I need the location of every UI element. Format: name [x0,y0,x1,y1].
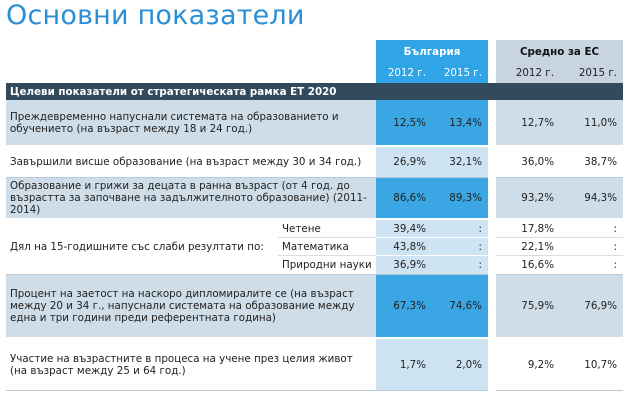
value-bg-2015: 32,1% [432,147,488,178]
value-eu-2012: 36,0% [496,147,560,178]
value-eu-2012: 9,2% [496,339,560,391]
table-row: Завършили висше образование (на възраст … [6,147,624,178]
subrow-label: Математика [278,238,376,256]
table-row: Процент на заетост на наскоро дипломирал… [6,275,624,339]
value-eu-2015: : [560,220,624,238]
page-title: Основни показатели [6,0,305,31]
value-bg-2012: 12,5% [376,100,432,147]
value-bg-2012: 39,4% [376,220,432,238]
header-row-years: 2012 г. 2015 г. 2012 г. 2015 г. [6,63,624,83]
value-eu-2015: 76,9% [560,275,624,339]
header-row-countries: България Средно за ЕС [6,40,624,63]
value-bg-2012: 26,9% [376,147,432,178]
value-eu-2015: 10,7% [560,339,624,391]
value-bg-2012: 86,6% [376,178,432,220]
table-row: Дял на 15-годишните със слаби резултати … [6,220,624,275]
value-eu-2015: : [560,238,624,256]
value-bg-2012: 67,3% [376,275,432,339]
row-label: Образование и грижи за децата в ранна въ… [6,178,376,220]
value-bg-2015: : [432,220,488,238]
value-eu-2015: : [560,256,624,275]
row-label: Завършили висше образование (на възраст … [6,147,376,178]
value-eu-2015: 94,3% [560,178,624,220]
header-year-eu-2012: 2012 г. [496,63,560,83]
value-eu-2012: 17,8% [496,220,560,238]
table-row: Преждевременно напуснали системата на об… [6,100,624,147]
row-label: Процент на заетост на наскоро дипломирал… [6,275,376,339]
value-eu-2015: 38,7% [560,147,624,178]
row-label: Преждевременно напуснали системата на об… [6,100,376,147]
indicators-table: България Средно за ЕС 2012 г. 2015 г. 20… [6,40,624,391]
header-year-bg-2012: 2012 г. [376,63,432,83]
header-year-bg-2015: 2015 г. [432,63,488,83]
value-bg-2015: 89,3% [432,178,488,220]
value-bg-2015: 74,6% [432,275,488,339]
value-eu-2012: 16,6% [496,256,560,275]
value-bg-2012: 1,7% [376,339,432,391]
row-label: Дял на 15-годишните със слаби резултати … [6,220,278,275]
value-eu-2012: 75,9% [496,275,560,339]
header-eu-average: Средно за ЕС [496,40,624,63]
value-eu-2012: 93,2% [496,178,560,220]
value-bg-2015: 2,0% [432,339,488,391]
value-bg-2012: 43,8% [376,238,432,256]
value-eu-2015: 11,0% [560,100,624,147]
table-row: Образование и грижи за децата в ранна въ… [6,178,624,220]
value-bg-2012: 36,9% [376,256,432,275]
row-label: Участие на възрастните в процеса на учен… [6,339,376,391]
value-bg-2015: : [432,238,488,256]
value-eu-2012: 12,7% [496,100,560,147]
section-row: Целеви показатели от стратегическата рам… [6,83,624,100]
value-eu-2012: 22,1% [496,238,560,256]
subrow-label: Четене [278,220,376,238]
header-bulgaria: България [376,40,488,63]
table-row: Природни науки 36,9% : 16,6% : [6,256,624,275]
subrow-label: Природни науки [278,256,376,275]
header-year-eu-2015: 2015 г. [560,63,624,83]
value-bg-2015: : [432,256,488,275]
table-row: Участие на възрастните в процеса на учен… [6,339,624,391]
table-row: Математика 43,8% : 22,1% : [6,238,624,256]
value-bg-2015: 13,4% [432,100,488,147]
section-title: Целеви показатели от стратегическата рам… [6,83,488,100]
